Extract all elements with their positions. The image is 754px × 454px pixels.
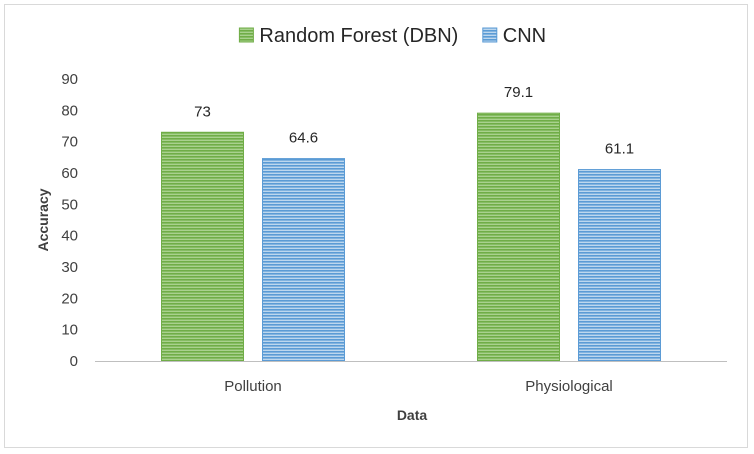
legend-swatch <box>482 27 498 43</box>
x-axis: Pollution Physiological <box>95 361 727 395</box>
y-tick-label: 40 <box>61 228 78 245</box>
y-tick-label: 90 <box>61 71 78 88</box>
y-tick-label: 70 <box>61 134 78 151</box>
y-tick-label: 60 <box>61 165 78 182</box>
data-label: 73 <box>194 103 211 120</box>
x-tick-label: Physiological <box>525 378 613 395</box>
y-tick-label: 50 <box>61 196 78 213</box>
y-tick-label: 30 <box>61 259 78 276</box>
y-tick-label: 20 <box>61 290 78 307</box>
y-tick-label: 80 <box>61 102 78 119</box>
legend-label: CNN <box>503 25 546 47</box>
y-tick-label: 0 <box>70 353 78 370</box>
legend-label: Random Forest (DBN) <box>259 25 458 47</box>
bar <box>477 112 560 362</box>
bar <box>262 158 345 362</box>
bar <box>578 169 661 362</box>
legend: Random Forest (DBN) CNN <box>238 25 546 47</box>
legend-swatch <box>238 27 254 43</box>
y-tick-label: 10 <box>61 322 78 339</box>
y-axis: 0 10 20 30 40 50 60 70 80 90 <box>61 71 78 370</box>
data-label: 79.1 <box>504 84 533 101</box>
data-label: 61.1 <box>605 141 634 158</box>
x-tick-label: Pollution <box>224 378 282 395</box>
bar <box>161 131 244 362</box>
bars: 73 64.6 79.1 61.1 <box>161 84 661 362</box>
x-axis-title: Data <box>397 407 428 423</box>
data-label: 64.6 <box>289 130 318 147</box>
y-axis-title: Accuracy <box>35 188 51 251</box>
